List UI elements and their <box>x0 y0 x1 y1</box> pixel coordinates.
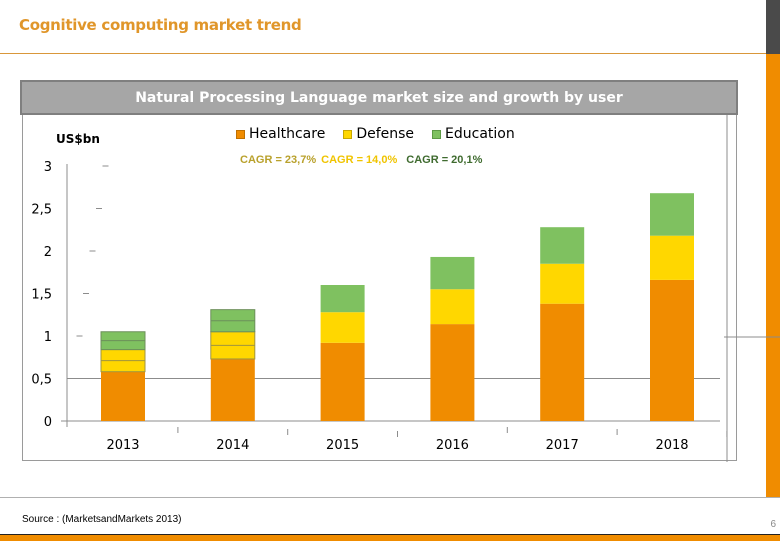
x-tick-label: 2018 <box>655 438 688 453</box>
side-accent-orange <box>766 54 780 497</box>
bar-segment-education <box>320 285 365 313</box>
title-divider <box>0 53 766 54</box>
footer-divider <box>0 497 780 498</box>
legend-label-education: Education <box>445 126 515 142</box>
bar-segment-education <box>430 256 475 290</box>
cagr-annotations: CAGR = 23,7% CAGR = 14,0% CAGR = 20,1% <box>240 154 482 166</box>
y-tick-label: 1,5 <box>31 288 52 303</box>
page-number: 6 <box>770 519 776 530</box>
bar-segment-healthcare <box>540 303 585 421</box>
source-note: Source : (MarketsandMarkets 2013) <box>22 514 182 525</box>
bar-segment-healthcare <box>101 371 145 421</box>
bar-segment-healthcare <box>650 279 694 421</box>
y-axis-unit-label: US$bn <box>56 132 100 146</box>
bar-segment-education <box>650 193 694 236</box>
bottom-accent-bar <box>0 534 780 541</box>
bar-segment-healthcare <box>320 342 365 421</box>
legend-item-healthcare: Healthcare <box>236 126 325 142</box>
x-tick-label: 2016 <box>436 438 469 453</box>
x-tick-label: 2017 <box>546 438 579 453</box>
slide-title: Cognitive computing market trend <box>19 16 302 34</box>
legend-label-defense: Defense <box>356 126 415 142</box>
bar-segment-healthcare <box>430 324 475 421</box>
bar-segment-healthcare <box>210 358 255 421</box>
bar-segment-defense <box>540 263 585 304</box>
x-tick-label: 2014 <box>216 438 249 453</box>
bar-segment-defense <box>650 235 694 280</box>
x-tick-label: 2015 <box>326 438 359 453</box>
cagr-healthcare: CAGR = 23,7% <box>240 154 317 166</box>
legend-swatch-defense <box>343 129 353 139</box>
y-tick-label: 2 <box>44 245 52 260</box>
legend-label-healthcare: Healthcare <box>249 126 326 142</box>
side-accent-dark <box>766 0 780 54</box>
x-tick-label: 2013 <box>106 438 139 453</box>
legend-swatch-healthcare <box>236 129 245 139</box>
chart-title: Natural Processing Language market size … <box>20 80 738 115</box>
cagr-defense: CAGR = 14,0% <box>321 154 398 166</box>
legend-item-defense: Defense <box>343 126 414 142</box>
bar-segment-education <box>540 227 585 264</box>
legend-item-education: Education <box>432 126 515 142</box>
y-tick-label: 0,5 <box>31 373 52 388</box>
cagr-education: CAGR = 20,1% <box>406 154 483 166</box>
chart-legend: Healthcare Defense Education <box>236 126 515 142</box>
legend-swatch-education <box>432 129 442 139</box>
bar-segment-defense <box>430 289 475 325</box>
bar-segment-defense <box>320 312 365 343</box>
y-tick-label: 1 <box>44 330 52 345</box>
chart-frame <box>22 115 737 461</box>
y-tick-label: 2,5 <box>31 203 52 218</box>
y-tick-label: 3 <box>44 160 52 175</box>
y-tick-label: 0 <box>44 415 52 430</box>
